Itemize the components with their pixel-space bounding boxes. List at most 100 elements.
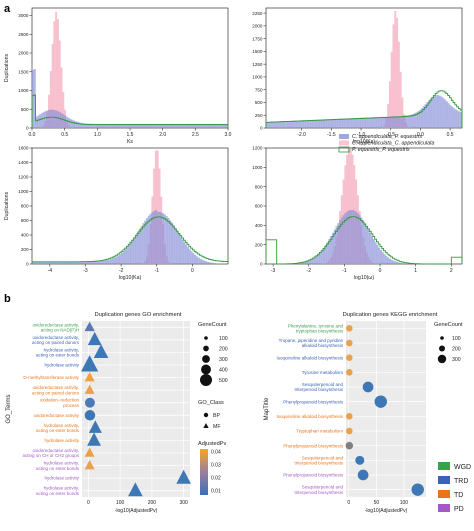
blue-bar: [276, 121, 279, 128]
blue-bar: [113, 257, 116, 264]
blue-bar: [153, 210, 156, 264]
blue-bar: [444, 99, 447, 128]
blue-bar: [453, 108, 456, 128]
blue-bar: [431, 96, 434, 128]
blue-bar: [344, 118, 347, 128]
y-tick-label: 1500: [252, 49, 263, 54]
blue-bar: [133, 237, 136, 264]
blue-bar: [154, 210, 157, 264]
blue-bar: [315, 255, 318, 264]
blue-bar: [58, 112, 61, 128]
blue-bar: [101, 123, 104, 128]
x-tick-label: 1.5: [127, 132, 134, 138]
blue-bar: [81, 261, 84, 264]
pink-bar: [154, 150, 157, 264]
blue-bar: [376, 245, 379, 264]
blue-bar: [362, 117, 365, 128]
blue-bar: [183, 123, 186, 128]
y-tick-label: 600: [255, 204, 263, 209]
blue-bar: [298, 120, 301, 128]
blue-bar: [314, 257, 317, 264]
pink-bar: [399, 71, 402, 128]
blue-bar: [39, 261, 42, 264]
term-label: hydrolase activity: [44, 476, 79, 481]
class-label: PD: [454, 506, 464, 513]
blue-bar: [308, 260, 311, 264]
legend-size-label: 400: [219, 367, 228, 373]
blue-bar: [128, 123, 131, 128]
legend-size-label: 100: [219, 336, 228, 342]
blue-bar: [456, 110, 459, 128]
blue-bar: [206, 123, 209, 128]
y-axis-label: MapTitle: [264, 397, 270, 420]
blue-bar: [321, 119, 324, 128]
blue-bar: [183, 242, 186, 264]
blue-bar: [188, 249, 191, 264]
legend-size-dot: [201, 364, 211, 375]
blue-bar: [190, 123, 193, 128]
x-tick-label: 0.0: [29, 132, 36, 138]
term-marker: [346, 427, 353, 435]
plot-frame: [31, 7, 229, 129]
term-label: oxidation−reduction: [40, 398, 80, 403]
term-marker: [346, 339, 353, 347]
blue-bar: [333, 118, 336, 128]
blue-bar: [344, 213, 347, 264]
blue-bar: [138, 123, 141, 128]
blue-bar: [122, 250, 125, 264]
blue-bar: [351, 118, 354, 128]
colorbar-tick-label: 0.04: [211, 450, 221, 456]
blue-bar: [399, 116, 402, 128]
blue-bar: [89, 261, 91, 264]
blue-bar: [69, 118, 72, 128]
blue-bar: [306, 261, 309, 264]
blue-bar: [169, 123, 172, 128]
blue-bar: [347, 118, 350, 128]
legend-size-label: 200: [452, 346, 461, 352]
blue-bar: [440, 96, 443, 128]
blue-bar: [358, 117, 361, 128]
blue-bar: [48, 261, 51, 264]
y-tick-label: 1600: [18, 146, 29, 151]
blue-bar: [96, 261, 99, 264]
blue-bar: [106, 260, 109, 264]
blue-bar: [96, 123, 99, 128]
pink-bar: [349, 148, 352, 264]
blue-bar: [65, 116, 68, 128]
x-tick-label: -1: [155, 268, 160, 274]
blue-bar: [131, 239, 134, 264]
blue-bar: [158, 211, 161, 264]
blue-bar: [410, 114, 413, 128]
blue-bar: [92, 261, 95, 264]
blue-bar: [296, 263, 299, 264]
blue-bar: [399, 262, 402, 264]
blue-bar: [317, 119, 320, 128]
term-label: Isoquinoline alkaloid biosynthesis: [276, 414, 343, 419]
term-label: oxidoreductase activity,: [33, 385, 79, 390]
blue-bar: [404, 115, 407, 128]
term-marker: [362, 381, 374, 393]
blue-bar: [112, 123, 115, 128]
term-label: oxidoreductase activity,: [33, 448, 79, 453]
blue-bar: [106, 123, 109, 128]
legend-size-dot: [440, 336, 444, 340]
blue-bar: [51, 261, 54, 264]
pink-bar: [55, 11, 58, 128]
blue-bar: [317, 254, 320, 264]
blue-bar: [181, 239, 184, 264]
y-axis-label: Duplications: [4, 53, 10, 82]
blue-bar: [210, 123, 213, 128]
x-tick-label: 0: [191, 268, 194, 274]
panel-label-b: b: [4, 293, 11, 305]
term-marker: [84, 384, 95, 394]
x-tick-label: 2: [450, 268, 453, 274]
legend-title: GO_Class: [198, 400, 224, 406]
blue-bar: [269, 121, 272, 128]
colorbar-tick-label: 0.03: [211, 463, 221, 469]
blue-bar: [417, 111, 420, 128]
blue-bar: [147, 123, 150, 128]
term-label: process: [63, 403, 80, 408]
blue-bar: [290, 120, 293, 128]
blue-bar: [349, 209, 352, 264]
blue-bar: [32, 261, 34, 264]
